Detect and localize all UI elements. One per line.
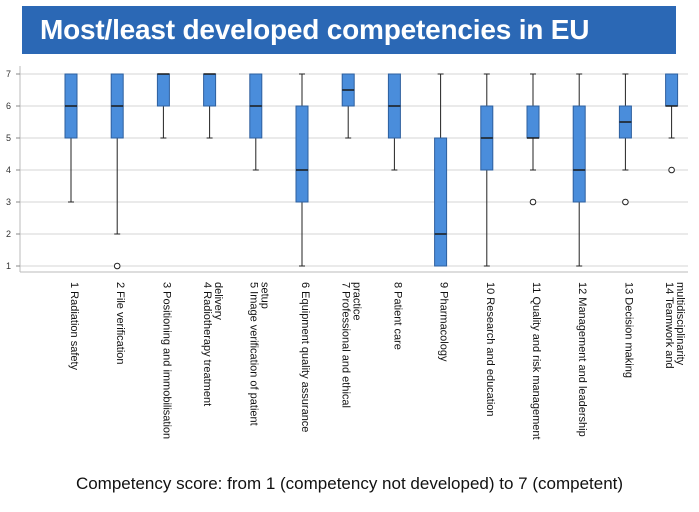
- category-label-line: 4 Radiotherapy treatment: [201, 282, 213, 406]
- category-label-line: 14 Teamwork and: [663, 282, 675, 369]
- category-label-line: 2 File verification: [114, 282, 126, 365]
- category-label-line: setup: [258, 282, 270, 309]
- box-item: [434, 73, 448, 267]
- iqr-box: [434, 137, 448, 267]
- category-label: 11 Quality and risk management: [530, 282, 542, 440]
- box-item: [156, 73, 170, 139]
- box-item: [526, 73, 540, 206]
- category-label: 7 Professional and ethicalpractice: [340, 282, 363, 408]
- category-label: 14 Teamwork andmultidisciplinarity: [663, 282, 686, 369]
- category-label-line: 5 Image verification of patient: [247, 282, 259, 426]
- box-item: [665, 73, 679, 174]
- category-label-line: 8 Patient care: [391, 282, 403, 350]
- category-label-line: 6 Equipment quality assurance: [299, 282, 311, 432]
- x-axis-labels: 1 Radiation safety 2 File verification 3 P…: [68, 282, 686, 440]
- category-label-line: practice: [351, 282, 363, 321]
- y-tick-label: 3: [6, 197, 11, 207]
- y-tick-label: 4: [6, 165, 11, 175]
- category-label: 13 Decision making: [622, 282, 634, 378]
- outlier-point: [622, 198, 629, 206]
- box-item: [110, 73, 124, 270]
- box-item: [480, 73, 494, 267]
- iqr-box: [203, 73, 217, 107]
- box-series: [64, 73, 679, 270]
- iqr-box: [572, 105, 586, 203]
- y-tick-label: 5: [6, 133, 11, 143]
- y-tick-label: 7: [6, 69, 11, 79]
- category-label: 8 Patient care: [391, 282, 403, 350]
- category-label-line: 10 Research and education: [484, 282, 496, 417]
- category-label-line: 11 Quality and risk management: [530, 282, 542, 440]
- box-item: [618, 73, 632, 206]
- iqr-box: [156, 73, 170, 107]
- box-item: [295, 73, 309, 267]
- y-axis: 1 2 3 4 5 6 7: [6, 66, 688, 273]
- iqr-box: [526, 105, 540, 139]
- category-label-line: 12 Management and leadership: [576, 282, 588, 437]
- iqr-box: [665, 73, 679, 107]
- category-label: 3 Positioning and immobilisation: [160, 282, 172, 439]
- category-label: 6 Equipment quality assurance: [299, 282, 311, 432]
- category-label: 5 Image verification of patientsetup: [247, 282, 270, 426]
- box-item: [341, 73, 355, 139]
- category-label-line: 13 Decision making: [622, 282, 634, 378]
- title-banner: Most/least developed competencies in EU: [22, 6, 676, 54]
- outlier-point: [668, 166, 675, 174]
- category-label-line: 9 Pharmacology: [438, 282, 450, 362]
- category-label: 12 Management and leadership: [576, 282, 588, 437]
- category-label: 10 Research and education: [484, 282, 496, 417]
- y-tick-label: 6: [6, 101, 11, 111]
- outlier-point: [113, 262, 121, 270]
- category-label-line: multidisciplinarity: [674, 282, 686, 366]
- chart-caption: Competency score: from 1 (competency not…: [75, 474, 624, 493]
- category-label: 4 Radiotherapy treatmentdelivery: [201, 282, 224, 406]
- box-item: [249, 73, 263, 171]
- category-label-line: delivery: [212, 282, 224, 320]
- category-label-line: 3 Positioning and immobilisation: [160, 282, 172, 439]
- category-label-line: 7 Professional and ethical: [340, 282, 352, 408]
- box-item: [203, 73, 217, 139]
- y-tick-label: 2: [6, 229, 11, 239]
- y-tick-label: 1: [6, 261, 11, 271]
- category-label-line: 1 Radiation safety: [68, 282, 80, 371]
- category-label: 9 Pharmacology: [438, 282, 450, 362]
- iqr-box: [295, 105, 309, 203]
- category-label: 2 File verification: [114, 282, 126, 365]
- page-title: Most/least developed competencies in EU: [40, 14, 590, 45]
- category-label: 1 Radiation safety: [68, 282, 80, 371]
- box-item: [64, 73, 78, 203]
- outlier-point: [529, 198, 537, 206]
- box-item: [572, 73, 586, 267]
- box-item: [387, 73, 401, 171]
